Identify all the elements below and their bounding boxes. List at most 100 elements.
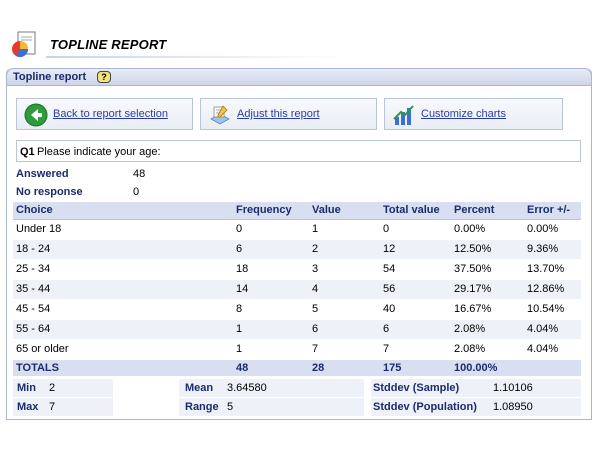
cell-percent: 37.50%	[451, 259, 524, 280]
report-document-icon	[12, 31, 36, 58]
cell-frequency: 18	[233, 259, 309, 280]
cell-total-value: 6	[380, 319, 451, 340]
back-arrow-icon	[24, 103, 48, 127]
question-box: Q1 Please indicate your age:	[16, 140, 581, 162]
cell-error: 4.04%	[524, 319, 581, 340]
cell-error: 0.00%	[524, 219, 581, 240]
cell-frequency: 1	[233, 339, 309, 360]
cell-value: 5	[309, 299, 380, 320]
col-value: Value	[309, 202, 380, 220]
table-row: 65 or older 1 7 7 2.08% 4.04%	[13, 339, 581, 360]
stddev-sample-label: Stddev (Sample)	[373, 382, 460, 394]
col-choice: Choice	[13, 202, 233, 220]
cell-choice: 18 - 24	[13, 239, 233, 260]
page-header: TOPLINE REPORT	[8, 28, 592, 64]
cell-percent: 12.50%	[451, 239, 524, 260]
panel-header: Topline report ?	[6, 68, 592, 86]
answered-value: 48	[133, 168, 146, 180]
cell-error: 4.04%	[524, 339, 581, 360]
adjust-report-button[interactable]: Adjust this report	[200, 98, 377, 130]
cell-error: 12.86%	[524, 279, 581, 300]
max-value: 7	[49, 401, 56, 413]
summary-min-bg	[13, 379, 113, 397]
cell-percent: 29.17%	[451, 279, 524, 300]
cell-value: 7	[309, 339, 380, 360]
edit-report-icon	[210, 105, 230, 125]
cell-total-value: 0	[380, 219, 451, 240]
cell-choice: 25 - 34	[13, 259, 233, 280]
cell-error: 10.54%	[524, 299, 581, 320]
stddev-population-label: Stddev (Population)	[373, 401, 477, 413]
table-row: Under 18 0 1 0 0.00% 0.00%	[13, 219, 581, 240]
customize-charts-button[interactable]: Customize charts	[384, 98, 563, 130]
summary-max-bg	[13, 398, 113, 416]
summary-range-bg	[179, 398, 364, 416]
help-icon[interactable]: ?	[97, 71, 111, 83]
totals-error	[524, 359, 581, 377]
cell-percent: 2.08%	[451, 319, 524, 340]
totals-total-value: 175	[380, 359, 451, 377]
table-row: 45 - 54 8 5 40 16.67% 10.54%	[13, 299, 581, 320]
table-header-row: Choice Frequency Value Total value Perce…	[13, 202, 581, 220]
summary-mean-bg	[179, 379, 364, 397]
cell-frequency: 8	[233, 299, 309, 320]
cell-total-value: 7	[380, 339, 451, 360]
cell-choice: 45 - 54	[13, 299, 233, 320]
cell-frequency: 1	[233, 319, 309, 340]
totals-frequency: 48	[233, 359, 309, 377]
range-value: 5	[227, 401, 234, 413]
totals-percent: 100.00%	[451, 359, 524, 377]
cell-value: 3	[309, 259, 380, 280]
back-to-report-selection-button[interactable]: Back to report selection	[16, 98, 193, 130]
adjust-report-link[interactable]: Adjust this report	[237, 108, 320, 120]
table-row: 55 - 64 1 6 6 2.08% 4.04%	[13, 319, 581, 340]
cell-total-value: 54	[380, 259, 451, 280]
totals-label: TOTALS	[13, 359, 233, 377]
col-percent: Percent	[451, 202, 524, 220]
cell-frequency: 14	[233, 279, 309, 300]
no-response-label: No response	[16, 186, 83, 198]
min-label: Min	[17, 382, 36, 394]
cell-total-value: 12	[380, 239, 451, 260]
mean-value: 3.64580	[227, 382, 267, 394]
bar-chart-icon	[393, 105, 414, 125]
table-row: 18 - 24 6 2 12 12.50% 9.36%	[13, 239, 581, 260]
cell-percent: 0.00%	[451, 219, 524, 240]
topline-table: Choice Frequency Value Total value Perce…	[13, 202, 581, 377]
no-response-value: 0	[133, 186, 140, 198]
col-frequency: Frequency	[233, 202, 309, 220]
cell-choice: 35 - 44	[13, 279, 233, 300]
table-row: 35 - 44 14 4 56 29.17% 12.86%	[13, 279, 581, 300]
cell-total-value: 40	[380, 299, 451, 320]
max-label: Max	[17, 401, 39, 413]
topline-report-panel: Topline report ? Back to report selectio…	[6, 68, 592, 420]
panel-title: Topline report	[13, 71, 87, 83]
back-to-report-selection-link[interactable]: Back to report selection	[53, 108, 168, 120]
mean-label: Mean	[185, 382, 214, 394]
summary-sd-pop-bg	[371, 398, 581, 416]
cell-choice: 65 or older	[13, 339, 233, 360]
answered-label: Answered	[16, 168, 69, 180]
range-label: Range	[185, 401, 219, 413]
stddev-population-value: 1.08950	[493, 401, 533, 413]
cell-error: 9.36%	[524, 239, 581, 260]
col-error: Error +/-	[524, 202, 581, 220]
cell-percent: 2.08%	[451, 339, 524, 360]
min-value: 2	[49, 382, 56, 394]
cell-value: 6	[309, 319, 380, 340]
table-row: 25 - 34 18 3 54 37.50% 13.70%	[13, 259, 581, 280]
cell-percent: 16.67%	[451, 299, 524, 320]
stddev-sample-value: 1.10106	[493, 382, 533, 394]
customize-charts-link[interactable]: Customize charts	[421, 108, 506, 120]
cell-error: 13.70%	[524, 259, 581, 280]
page-title: TOPLINE REPORT	[50, 37, 167, 52]
cell-value: 1	[309, 219, 380, 240]
totals-row: TOTALS 48 28 175 100.00%	[13, 359, 581, 377]
summary-sd-sample-bg	[371, 379, 581, 397]
totals-value: 28	[309, 359, 380, 377]
col-total-value: Total value	[380, 202, 451, 220]
cell-frequency: 6	[233, 239, 309, 260]
cell-choice: Under 18	[13, 219, 233, 240]
question-text: Please indicate your age:	[37, 146, 161, 158]
title-underline	[46, 56, 346, 58]
